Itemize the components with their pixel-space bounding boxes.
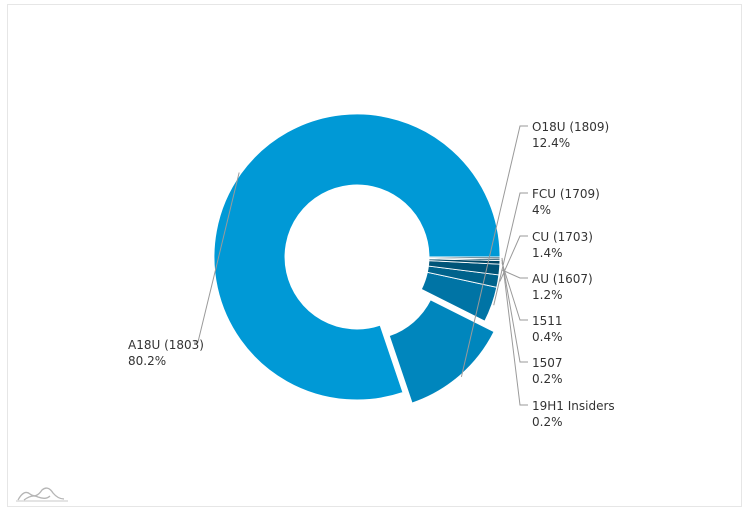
slice-a18u-1803[interactable] (213, 113, 501, 401)
slice-percent-1511: 0.4% (532, 330, 563, 344)
slice-percent-au-1607: 1.2% (532, 288, 563, 302)
chart-panel (7, 4, 742, 507)
leader-line-au-1607 (501, 269, 528, 279)
leader-line-a18u-1803 (194, 172, 240, 343)
leader-line-fcu-1709 (493, 192, 528, 306)
slice-label-1511: 1511 (532, 314, 563, 328)
leader-line-o18u-1809 (460, 125, 528, 378)
slice-percent-cu-1703: 1.4% (532, 246, 563, 260)
leader-lines-group (194, 125, 528, 406)
leader-line-1511 (501, 262, 528, 321)
slice-19h1-insiders[interactable] (428, 256, 501, 260)
chart-logo-icon[interactable] (16, 487, 68, 502)
slice-label-o18u-1809: O18U (1809) (532, 120, 609, 134)
leader-line-19h1-insiders (501, 257, 528, 406)
slice-o18u-1809[interactable] (388, 299, 495, 404)
slice-percent-19h1-insiders: 0.2% (532, 415, 563, 429)
slice-percent-a18u-1803: 80.2% (128, 354, 166, 368)
labels-group: A18U (1803) 80.2% O18U (1809) 12.4% FCU (170… (128, 120, 615, 429)
slice-percent-fcu-1709: 4% (532, 203, 551, 217)
slice-label-cu-1703: CU (1703) (532, 230, 593, 244)
leader-line-cu-1703 (499, 235, 528, 282)
slice-percent-1507: 0.2% (532, 372, 563, 386)
slice-label-19h1-insiders: 19H1 Insiders (532, 399, 615, 413)
slices-group (213, 113, 501, 404)
slice-label-1507: 1507 (532, 356, 563, 370)
leader-line-1507 (501, 259, 528, 363)
slice-label-a18u-1803: A18U (1803) (128, 338, 204, 352)
slice-label-au-1607: AU (1607) (532, 272, 593, 286)
slice-label-fcu-1709: FCU (1709) (532, 187, 600, 201)
slice-percent-o18u-1809: 12.4% (532, 136, 570, 150)
